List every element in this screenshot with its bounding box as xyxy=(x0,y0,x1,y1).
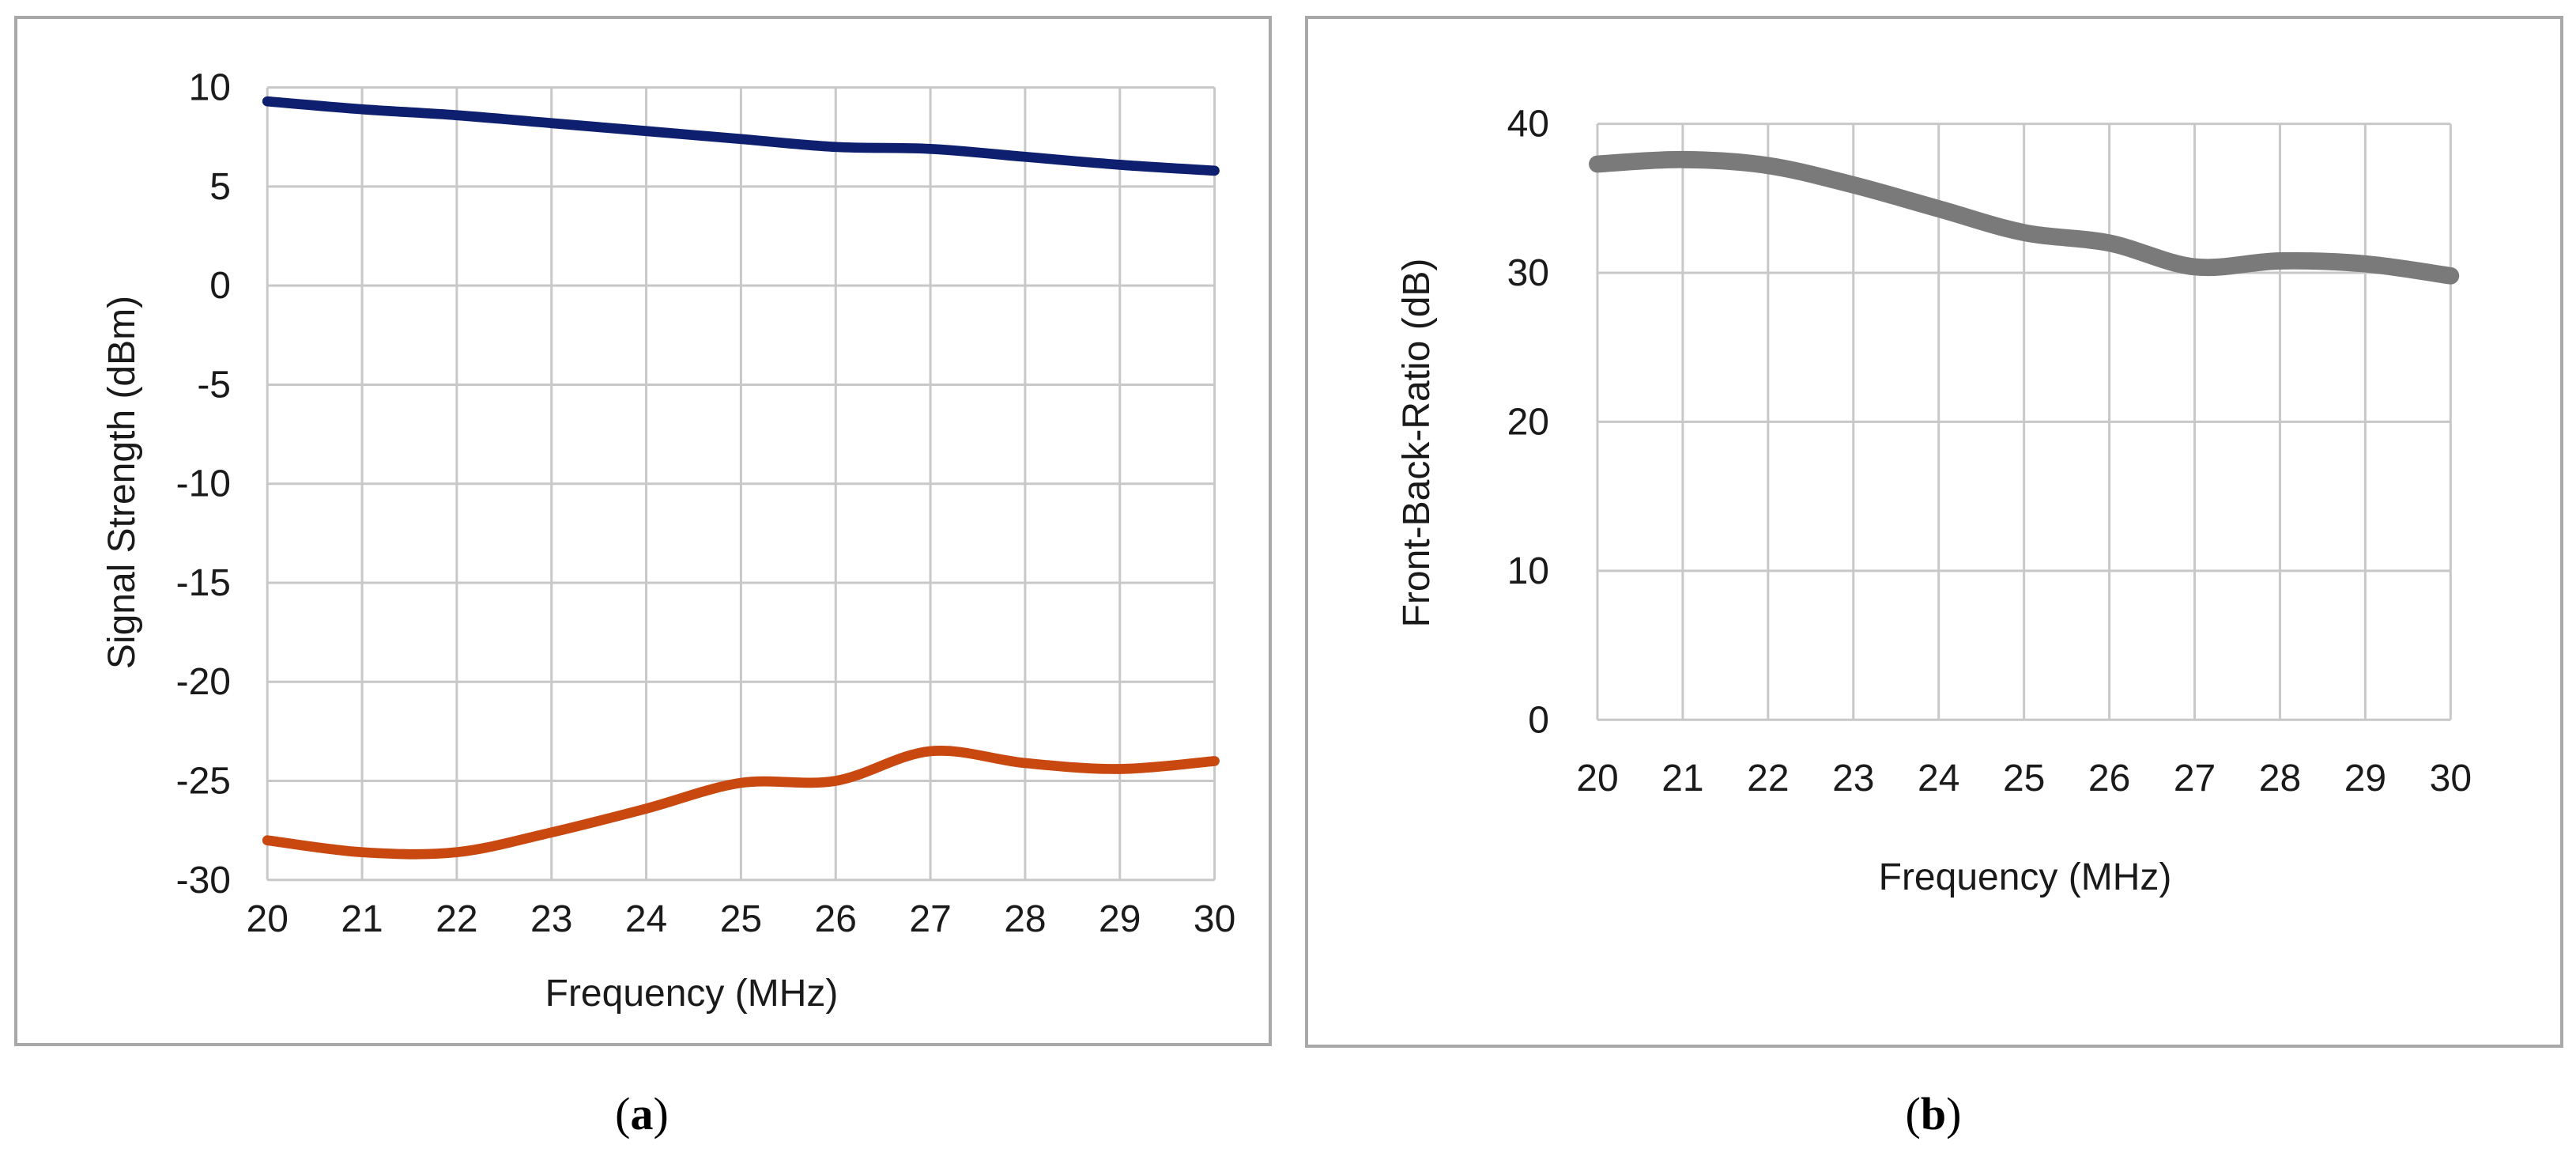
chart-b-y-tick-label: 0 xyxy=(1528,699,1549,741)
chart-a-ticks: 20 21 22 23 24 25 26 27 28 29 30 10 5 0 -5 -10 -15 -20 -25… xyxy=(176,67,1236,940)
chart-a-series-line-1 xyxy=(262,746,1220,860)
chart-a-x-tick-label: 22 xyxy=(436,898,477,940)
chart-b-y-tick-label: 10 xyxy=(1507,550,1549,592)
chart-b-x-tick-label: 27 xyxy=(2174,758,2216,799)
chart-b-x-tick-label: 30 xyxy=(2430,758,2472,799)
chart-a-y-tick-label: 5 xyxy=(209,166,231,208)
chart-a-y-tick-label: 10 xyxy=(189,67,231,109)
chart-a-x-tick-label: 29 xyxy=(1099,898,1141,940)
chart-a-y-tick-label: -20 xyxy=(176,661,231,703)
panel-b-caption-letter: b xyxy=(1921,1088,1946,1139)
chart-a-y-axis-label: Signal Strength (dBm) xyxy=(101,296,143,669)
chart-a-series-line-0 xyxy=(262,96,1220,176)
chart-b-x-axis-label: Frequency (MHz) xyxy=(1879,856,2172,898)
chart-b-x-tick-label: 22 xyxy=(1747,758,1789,799)
chart-b-ticks: 20 21 22 23 24 25 26 27 28 29 30 40 30 20 10 0 xyxy=(1507,104,2472,799)
chart-a-series xyxy=(262,96,1220,860)
chart-a-x-tick-label: 26 xyxy=(815,898,857,940)
chart-b-x-tick-label: 23 xyxy=(1832,758,1874,799)
chart-b-y-tick-label: 40 xyxy=(1507,104,1549,146)
chart-b-series-line-0 xyxy=(1589,150,2460,285)
panel-a-caption-letter: a xyxy=(631,1088,654,1139)
chart-b-x-tick-label: 28 xyxy=(2259,758,2301,799)
chart-a-y-tick-label: -15 xyxy=(176,562,231,604)
chart-a-y-tick-label: 0 xyxy=(209,265,231,307)
panel-a-frame xyxy=(14,16,1272,1046)
chart-a: 20 21 22 23 24 25 26 27 28 29 30 10 5 0 -5 -10 -15 -20 -25… xyxy=(101,67,1235,1015)
chart-a-x-tick-label: 23 xyxy=(530,898,572,940)
chart-a-y-tick-label: -10 xyxy=(176,463,231,505)
chart-a-y-tick-label: -30 xyxy=(176,860,231,901)
chart-b-y-tick-label: 20 xyxy=(1507,401,1549,443)
chart-b-x-tick-label: 24 xyxy=(1918,758,1959,799)
chart-b-series xyxy=(1589,150,2460,285)
chart-b: 20 21 22 23 24 25 26 27 28 29 30 40 30 20 10 0 Frequenc… xyxy=(1396,104,2472,898)
chart-a-grid xyxy=(266,86,1216,882)
chart-a-x-tick-label: 27 xyxy=(909,898,951,940)
panel-a-caption: (a) xyxy=(615,1088,669,1139)
chart-b-grid xyxy=(1596,123,2452,721)
chart-a-x-axis-label: Frequency (MHz) xyxy=(545,973,839,1015)
chart-a-x-tick-label: 25 xyxy=(720,898,762,940)
chart-b-x-tick-label: 29 xyxy=(2344,758,2386,799)
chart-a-x-tick-label: 20 xyxy=(247,898,289,940)
chart-a-y-tick-label: -25 xyxy=(176,761,231,803)
chart-a-y-tick-label: -5 xyxy=(197,364,231,406)
chart-a-x-tick-label: 30 xyxy=(1194,898,1235,940)
chart-b-x-tick-label: 26 xyxy=(2088,758,2130,799)
chart-b-y-axis-label: Front-Back-Ratio (dB) xyxy=(1396,259,1438,628)
chart-a-x-tick-label: 28 xyxy=(1004,898,1046,940)
panel-b-frame xyxy=(1305,16,2563,1048)
panel-b-caption: (b) xyxy=(1906,1088,1962,1139)
chart-b-x-tick-label: 20 xyxy=(1576,758,1618,799)
chart-b-x-tick-label: 25 xyxy=(2003,758,2045,799)
chart-b-x-tick-label: 21 xyxy=(1661,758,1703,799)
chart-b-y-tick-label: 30 xyxy=(1507,252,1549,294)
chart-a-x-tick-label: 21 xyxy=(341,898,383,940)
chart-a-x-tick-label: 24 xyxy=(625,898,667,940)
